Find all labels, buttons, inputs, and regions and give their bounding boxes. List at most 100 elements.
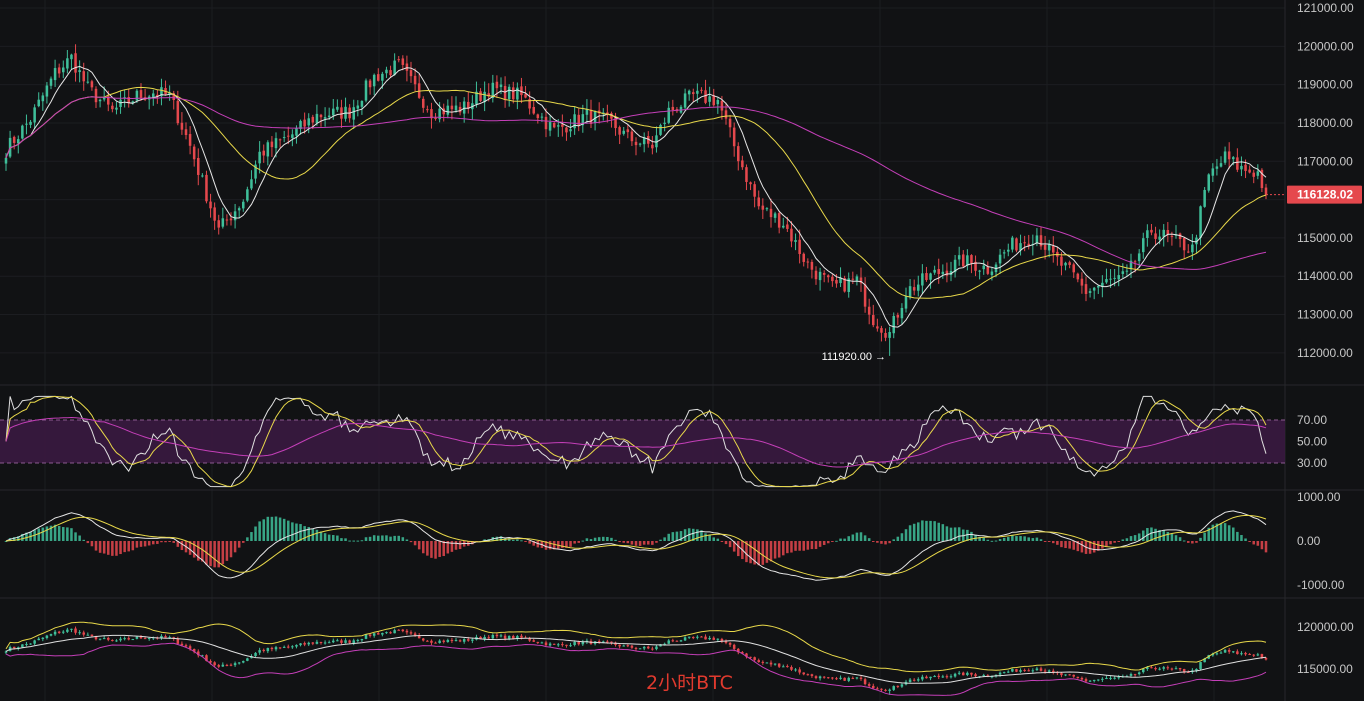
candle-body <box>1191 244 1194 253</box>
macd-histogram-bar <box>1035 537 1039 541</box>
boll-candle-body <box>115 640 118 642</box>
macd-histogram-bar <box>119 541 122 555</box>
candle-body <box>900 307 904 319</box>
macd-histogram-bar <box>1023 536 1026 541</box>
macd-dif-line <box>5 510 1267 581</box>
boll-candle-body <box>37 638 40 641</box>
price-tick-label: 121000.00 <box>1297 1 1354 15</box>
macd-histogram-bar <box>908 525 912 541</box>
macd-histogram-bar <box>1121 539 1125 541</box>
macd-histogram-bar <box>176 541 180 547</box>
boll-candle-body <box>790 666 793 670</box>
candle-body <box>765 208 769 210</box>
macd-histogram-bar <box>1199 537 1202 541</box>
boll-candle-body <box>12 646 16 649</box>
macd-histogram-bar <box>372 535 376 541</box>
boll-candle-body <box>606 641 609 643</box>
candle-body <box>405 63 409 71</box>
candle-body <box>561 124 564 127</box>
boll-candle-body <box>880 688 883 690</box>
macd-histogram-bar <box>1015 536 1018 541</box>
boll-candle-body <box>29 643 32 645</box>
candle-body <box>368 80 372 88</box>
rsi-slow-line <box>5 416 1267 468</box>
candle-body <box>1146 230 1149 238</box>
candle-body <box>57 67 61 74</box>
candle-body <box>442 108 445 115</box>
macd-histogram-bar <box>1039 539 1043 541</box>
boll-candle-body <box>479 636 482 639</box>
boll-candle-body <box>74 628 77 633</box>
macd-histogram-bar <box>929 520 932 541</box>
rsi-overbought-oversold-band <box>0 420 1285 463</box>
macd-histogram-bar <box>192 541 196 558</box>
macd-histogram-bar <box>393 535 396 541</box>
candle-body <box>1023 242 1026 244</box>
candle-body <box>454 105 458 111</box>
macd-histogram-bar <box>315 529 319 541</box>
macd-histogram-bar <box>266 516 270 541</box>
candle-body <box>274 138 278 149</box>
candle-body <box>732 127 736 147</box>
candle-body <box>802 253 805 262</box>
candle-body <box>606 112 609 115</box>
macd-histogram-bar <box>532 541 535 546</box>
macd-panel[interactable] <box>4 510 1268 581</box>
boll-candle-body <box>254 652 257 656</box>
candle-body <box>753 184 756 197</box>
macd-histogram-bar <box>986 539 990 541</box>
candle-body <box>867 306 871 315</box>
boll-candle-body <box>626 645 630 647</box>
macd-histogram-bar <box>180 541 184 551</box>
boll-candle-body <box>1015 669 1018 672</box>
rsi-panel[interactable] <box>5 395 1267 488</box>
candle-body <box>593 111 597 123</box>
boll-candle-body <box>217 665 220 667</box>
boll-candle-body <box>773 663 777 665</box>
macd-histogram-bar <box>798 541 801 551</box>
macd-histogram-bar <box>749 541 752 564</box>
boll-candle-body <box>929 676 932 679</box>
candle-body <box>327 115 331 118</box>
macd-histogram-bar <box>164 541 167 543</box>
boll-candle-body <box>364 634 368 639</box>
boll-candle-body <box>1072 674 1075 677</box>
boll-candle-body <box>667 640 670 644</box>
boll-candle-body <box>544 642 548 646</box>
boll-candle-body <box>630 645 634 648</box>
boll-candle-body <box>397 629 400 631</box>
boll-candle-body <box>78 632 81 634</box>
candle-body <box>1047 244 1051 251</box>
boll-candle-body <box>458 640 462 642</box>
macd-histogram-bar <box>434 541 437 559</box>
candle-body <box>422 98 425 108</box>
boll-candle-body <box>393 630 396 634</box>
macd-histogram-bar <box>626 541 630 544</box>
candle-body <box>540 116 544 118</box>
macd-histogram-bar <box>152 541 155 545</box>
macd-dea-line <box>5 514 1267 579</box>
macd-histogram-bar <box>417 541 421 550</box>
macd-histogram-bar <box>925 520 928 541</box>
candle-body <box>1133 261 1137 263</box>
macd-histogram-bar <box>880 541 883 544</box>
candle-body <box>663 122 666 124</box>
boll-candle-body <box>814 676 818 679</box>
candle-body <box>94 88 98 103</box>
candle-body <box>757 197 760 207</box>
macd-histogram-bar <box>602 536 605 541</box>
boll-candle-body <box>1264 657 1268 660</box>
candle-body <box>1223 151 1227 163</box>
price-panel[interactable] <box>4 44 1268 356</box>
bollinger-panel[interactable] <box>4 621 1268 696</box>
candle-body <box>278 139 282 141</box>
price-axis[interactable]: 121000.00 120000.00 119000.00 118000.00 1170… <box>1266 1 1354 676</box>
rsi-band <box>0 419 1285 464</box>
boll-candle-body <box>168 637 171 639</box>
candle-body <box>1211 168 1215 176</box>
macd-histogram-bar <box>254 526 257 541</box>
boll-candle-body <box>176 638 180 644</box>
boll-candle-body <box>197 651 200 656</box>
boll-candle-body <box>389 632 392 634</box>
